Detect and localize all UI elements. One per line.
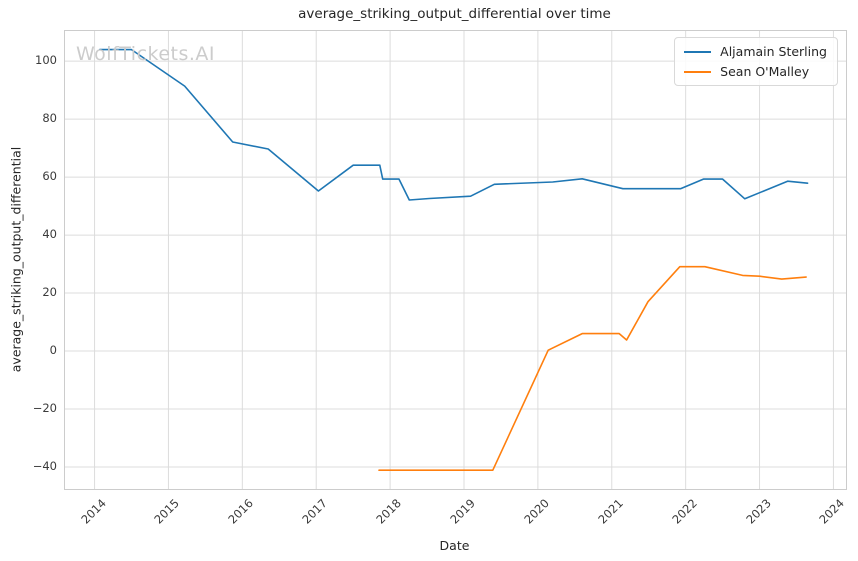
- x-tick-label: 2023: [742, 496, 774, 527]
- series-line-sterling: [98, 48, 809, 201]
- y-tick-label: 0: [49, 343, 57, 358]
- x-tick-label: 2022: [668, 496, 700, 527]
- y-tick-label: 60: [42, 169, 57, 184]
- chart-title: average_striking_output_differential ove…: [298, 6, 611, 22]
- y-tick-label: −40: [32, 458, 57, 473]
- y-tick-label: 20: [42, 285, 57, 300]
- watermark: WolfTickets.AI: [76, 43, 216, 65]
- legend-label: Aljamain Sterling: [720, 44, 827, 59]
- y-axis-label: average_striking_output_differential: [8, 146, 24, 373]
- plot-area: WolfTickets.AI Aljamain Sterling Sean O'M…: [64, 30, 847, 490]
- y-tick-label: 100: [35, 53, 57, 68]
- legend-line-swatch: [684, 70, 712, 73]
- x-tick-label: 2015: [151, 496, 183, 527]
- series-line-omalley: [378, 265, 807, 472]
- y-tick-label: 80: [42, 111, 57, 126]
- x-tick-label: 2017: [299, 496, 331, 527]
- x-tick-label: 2018: [373, 496, 404, 527]
- x-axis-label: Date: [439, 538, 470, 553]
- y-tick-label: 40: [42, 227, 57, 242]
- x-tick-label: 2021: [595, 496, 626, 527]
- x-tick-label: 2014: [77, 496, 109, 527]
- legend-line-swatch: [684, 50, 712, 53]
- chart-canvas: [65, 31, 846, 489]
- x-tick-label: 2019: [447, 496, 478, 527]
- x-tick-label: 2020: [521, 496, 552, 527]
- y-tick-label: −20: [32, 400, 57, 415]
- legend-item: Aljamain Sterling: [684, 44, 827, 59]
- legend-item: Sean O'Malley: [684, 64, 827, 79]
- x-tick-label: 2016: [225, 496, 257, 527]
- legend: Aljamain Sterling Sean O'Malley: [674, 37, 838, 86]
- legend-label: Sean O'Malley: [720, 64, 810, 79]
- x-tick-label: 2024: [816, 496, 848, 527]
